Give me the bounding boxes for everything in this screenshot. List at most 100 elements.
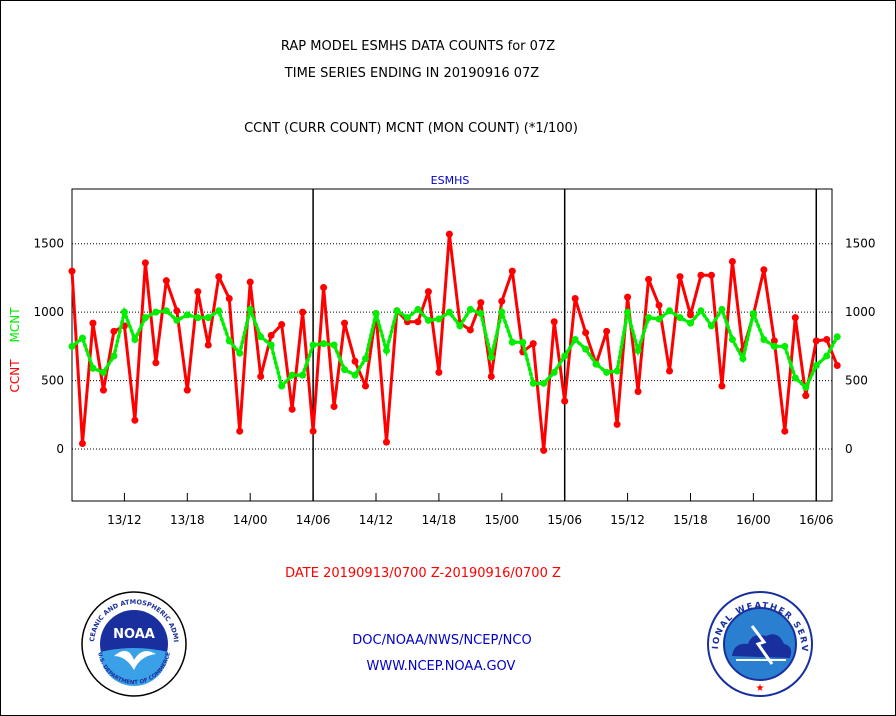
ccnt-point bbox=[833, 362, 841, 370]
mcnt-point bbox=[382, 346, 390, 354]
ccnt-point bbox=[466, 326, 474, 334]
date-range-label: DATE 20190913/0700 Z-20190916/0700 Z bbox=[285, 566, 561, 581]
mcnt-point bbox=[372, 310, 380, 318]
ccnt-point bbox=[561, 397, 569, 405]
mcnt-point bbox=[393, 307, 401, 315]
ccnt-point bbox=[288, 405, 296, 413]
mcnt-point bbox=[718, 305, 726, 313]
mcnt-point bbox=[414, 305, 422, 313]
ccnt-point bbox=[676, 273, 684, 281]
ccnt-point bbox=[414, 318, 422, 326]
mcnt-point bbox=[582, 345, 590, 353]
ccnt-point bbox=[320, 284, 328, 292]
mcnt-point bbox=[183, 311, 191, 319]
mcnt-point bbox=[728, 336, 736, 344]
mcnt-point bbox=[424, 316, 432, 324]
x-tick-label: 14/06 bbox=[296, 513, 331, 527]
website-link[interactable]: WWW.NCEP.NOAA.GOV bbox=[366, 659, 516, 674]
mcnt-point bbox=[676, 314, 684, 322]
nws-logo: ★ NATIONAL WEATHER SERVICE bbox=[706, 590, 813, 697]
ccnt-point bbox=[330, 403, 338, 411]
y-tick-label-left: 500 bbox=[41, 374, 64, 388]
ccnt-point bbox=[362, 382, 370, 390]
mcnt-point bbox=[634, 346, 642, 354]
mcnt-point bbox=[445, 308, 453, 316]
ccnt-point bbox=[152, 359, 160, 367]
chart-title-line1: RAP MODEL ESMHS DATA COUNTS for 07Z bbox=[280, 39, 556, 54]
noaa-logo: NOAA NATIONAL OCEANIC AND ATMOSPHERIC AD… bbox=[80, 590, 187, 697]
ccnt-point bbox=[341, 319, 349, 327]
mcnt-point bbox=[802, 383, 810, 391]
mcnt-point bbox=[477, 310, 485, 318]
mcnt-point bbox=[529, 379, 537, 387]
x-tick-label: 13/18 bbox=[170, 513, 205, 527]
mcnt-point bbox=[833, 333, 841, 341]
ccnt-point bbox=[68, 267, 76, 275]
ccnt-point bbox=[707, 271, 715, 279]
x-tick-label: 14/12 bbox=[359, 513, 394, 527]
mcnt-point bbox=[299, 371, 307, 379]
ccnt-point bbox=[781, 427, 789, 435]
ccnt-point bbox=[791, 314, 799, 322]
mcnt-point bbox=[288, 371, 296, 379]
mcnt-point bbox=[78, 334, 86, 342]
mcnt-point bbox=[204, 314, 212, 322]
ccnt-point bbox=[131, 416, 139, 424]
mcnt-point bbox=[508, 338, 516, 346]
x-tick-label: 15/12 bbox=[610, 513, 645, 527]
mcnt-point bbox=[194, 314, 202, 322]
mcnt-point bbox=[341, 366, 349, 374]
ccnt-point bbox=[603, 327, 611, 335]
ccnt-point bbox=[89, 319, 97, 327]
y-axis-label-ccnt: CCNT bbox=[8, 359, 22, 393]
ccnt-point bbox=[718, 382, 726, 390]
org-label: DOC/NOAA/NWS/NCEP/NCO bbox=[352, 633, 532, 648]
x-tick-label: 16/00 bbox=[736, 513, 771, 527]
ccnt-point bbox=[141, 259, 149, 267]
mcnt-point bbox=[645, 314, 653, 322]
ccnt-point bbox=[540, 446, 548, 454]
mcnt-point bbox=[278, 382, 286, 390]
x-tick-label: 13/12 bbox=[107, 513, 142, 527]
mcnt-point bbox=[540, 379, 548, 387]
mcnt-point bbox=[603, 368, 611, 376]
ccnt-point bbox=[351, 357, 359, 365]
mcnt-point bbox=[739, 355, 747, 363]
ccnt-point bbox=[435, 368, 443, 376]
y-tick-label-right: 0 bbox=[845, 442, 853, 456]
x-tick-label: 16/06 bbox=[799, 513, 834, 527]
mcnt-point bbox=[141, 314, 149, 322]
mcnt-point bbox=[592, 360, 600, 368]
mcnt-point bbox=[435, 315, 443, 323]
ccnt-point bbox=[571, 294, 579, 302]
ccnt-point bbox=[624, 293, 632, 301]
mcnt-point bbox=[655, 315, 663, 323]
mcnt-point bbox=[110, 352, 118, 360]
ccnt-point bbox=[173, 307, 181, 315]
x-tick-label: 14/00 bbox=[233, 513, 268, 527]
ccnt-point bbox=[225, 294, 233, 302]
ccnt-point bbox=[267, 331, 275, 339]
mcnt-point bbox=[131, 336, 139, 344]
mcnt-point bbox=[760, 336, 768, 344]
mcnt-point bbox=[666, 307, 674, 315]
y-tick-label-left: 1000 bbox=[33, 305, 64, 319]
mcnt-point bbox=[466, 305, 474, 313]
mcnt-point bbox=[246, 305, 254, 313]
mcnt-point bbox=[162, 307, 170, 315]
mcnt-point bbox=[498, 308, 506, 316]
ccnt-point bbox=[194, 288, 202, 296]
ccnt-point bbox=[257, 372, 265, 380]
ccnt-point bbox=[498, 297, 506, 305]
x-tick-label: 14/18 bbox=[422, 513, 457, 527]
y-tick-label-right: 500 bbox=[845, 374, 868, 388]
ccnt-point bbox=[99, 386, 107, 394]
mcnt-point bbox=[403, 314, 411, 322]
ccnt-point bbox=[162, 277, 170, 285]
ccnt-point bbox=[110, 327, 118, 335]
ccnt-point bbox=[309, 427, 317, 435]
mcnt-point bbox=[749, 310, 757, 318]
mcnt-point bbox=[791, 374, 799, 382]
